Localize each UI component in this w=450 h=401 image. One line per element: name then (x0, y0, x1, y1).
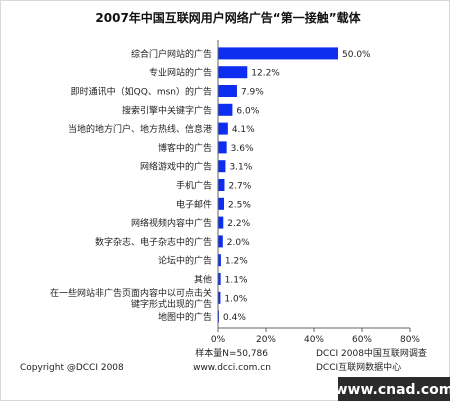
bar-7 (218, 179, 225, 191)
value-label-12: 1.1% (225, 276, 248, 286)
category-label-11: 论坛中的广告 (158, 255, 212, 267)
category-label-12: 其他 (194, 274, 212, 286)
value-label-6: 3.1% (229, 163, 252, 173)
category-label-13-line-0: 在一些网站非广告页面内容中以可点击关 (50, 287, 212, 299)
bar-13 (218, 291, 221, 304)
category-label-0: 综合门户网站的广告 (131, 48, 212, 60)
value-label-14: 0.4% (223, 313, 246, 323)
value-label-3: 6.0% (236, 106, 259, 116)
value-label-8: 2.5% (228, 200, 251, 210)
x-tick-label-0: 0% (211, 335, 226, 345)
category-label-10: 数字杂志、电子杂志中的广告 (95, 236, 212, 248)
category-label-14: 地图中的广告 (158, 311, 212, 323)
value-label-0: 50.0% (342, 50, 371, 60)
x-tick-label-4: 80% (400, 335, 420, 345)
value-label-10: 2.0% (227, 238, 250, 248)
source-line-2: DCCI互联网数据中心 (316, 361, 401, 373)
x-tick-label-2: 40% (304, 335, 324, 345)
bar-10 (218, 235, 223, 248)
bar-5 (218, 141, 227, 154)
value-label-7: 2.7% (228, 182, 251, 192)
bar-6 (218, 160, 226, 173)
category-label-7: 手机广告 (176, 180, 212, 192)
watermark-text: www.cnad.com (335, 382, 450, 398)
bar-9 (218, 216, 224, 229)
x-ticks-group: 0% 20% 40% 60% 80% (211, 328, 420, 345)
bar-11 (218, 254, 221, 267)
value-label-9: 2.2% (227, 219, 250, 229)
value-label-1: 12.2% (251, 69, 280, 79)
bar-2 (218, 85, 237, 97)
copyright-text: Copyright @DCCI 2008 (20, 363, 124, 373)
x-tick-label-1: 20% (256, 335, 276, 345)
watermark-box (338, 377, 450, 401)
bar-8 (218, 197, 224, 210)
x-tick-label-3: 60% (352, 335, 372, 345)
source-line-1: DCCI 2008中国互联网调查 (316, 347, 427, 359)
value-labels-group: 50.0% 12.2% 7.9% 6.0% 4.1% 3.6% 3.1% 2.7% 2.5% 2.… (223, 50, 371, 323)
category-label-5: 博客中的广告 (158, 142, 212, 154)
value-label-11: 1.2% (225, 257, 248, 267)
category-label-9: 网络视频内容中广告 (131, 217, 212, 229)
chart-title: 2007年中国互联网用户网络广告“第一接触”载体 (95, 10, 361, 25)
bar-3 (218, 103, 233, 116)
value-label-5: 3.6% (231, 144, 254, 154)
category-label-6: 网络游戏中的广告 (140, 161, 212, 173)
value-label-13: 1.0% (224, 294, 247, 304)
category-label-3: 搜索引擎中关键字广告 (122, 104, 212, 116)
website-text: www.dcci.com.cn (193, 363, 271, 373)
bar-4 (218, 122, 228, 135)
sample-note: 样本量N=50,786 (195, 347, 268, 359)
category-label-1: 专业网站的广告 (149, 67, 212, 79)
category-label-8: 电子邮件 (176, 198, 212, 210)
category-label-4: 当地的地方门户、地方热线、信息港 (68, 123, 212, 135)
bar-0 (218, 47, 338, 60)
category-labels-group: 综合门户网站的广告专业网站的广告即时通讯中（如QQ、msn）的广告搜索引擎中关键… (50, 48, 212, 323)
bar-12 (218, 273, 221, 285)
value-label-2: 7.9% (241, 88, 264, 98)
value-label-4: 4.1% (232, 125, 255, 135)
category-label-2: 即时通讯中（如QQ、msn）的广告 (71, 86, 212, 98)
bars-group (218, 47, 338, 323)
category-label-13-line-1: 键字形式出现的广告 (131, 298, 212, 310)
bar-1 (218, 66, 248, 79)
